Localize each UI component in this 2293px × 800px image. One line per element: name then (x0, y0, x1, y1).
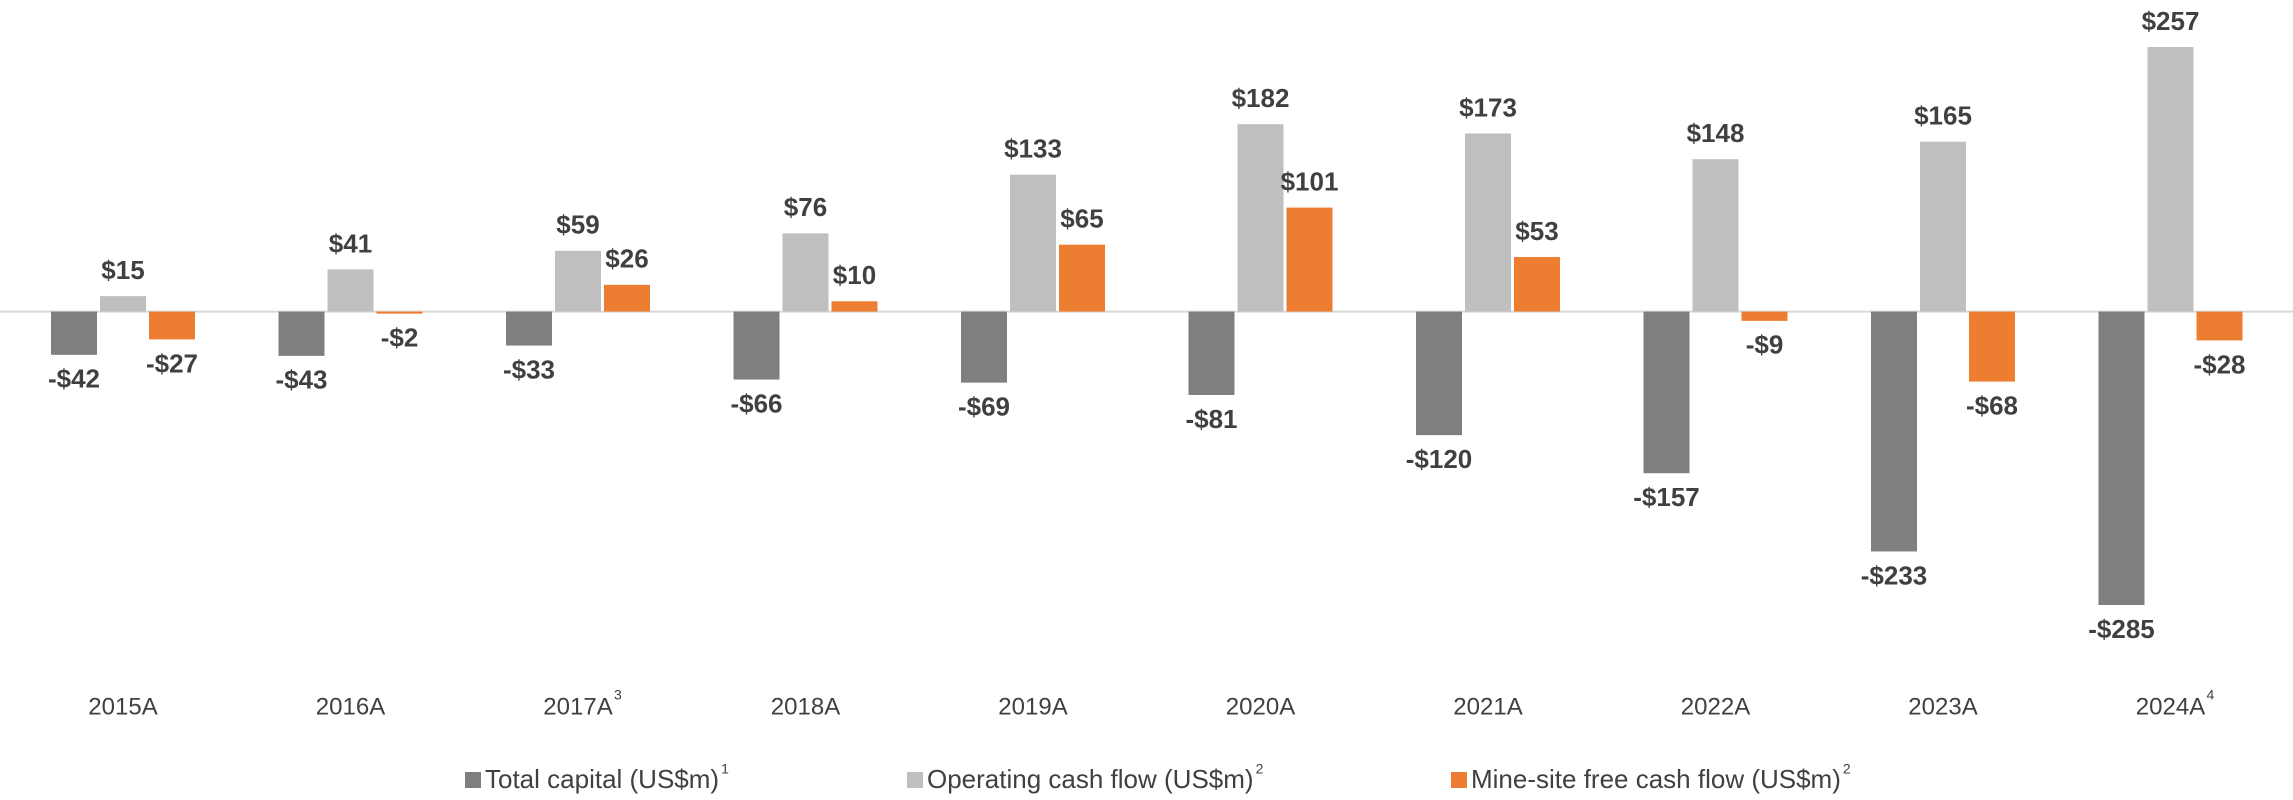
bar (2147, 47, 2194, 312)
bar (782, 233, 829, 312)
legend-swatch (1451, 772, 1467, 788)
legend-swatch (465, 772, 481, 788)
bar (733, 311, 780, 380)
x-tick-label: 2019A (998, 693, 1067, 720)
value-label: -$233 (1861, 560, 1928, 590)
footnote-mark: 3 (614, 687, 622, 703)
value-label: $65 (1060, 204, 1103, 234)
legend-label: Operating cash flow (US$m) (927, 764, 1254, 794)
bar (1237, 124, 1284, 312)
bar (51, 311, 97, 355)
value-label: -$2 (381, 323, 419, 353)
bar (1010, 174, 1056, 312)
bar (1643, 311, 1690, 474)
legend-swatch (907, 772, 923, 788)
x-tick-label: 2015A (88, 693, 157, 720)
bar (1465, 133, 1511, 312)
bar (1692, 159, 1739, 312)
value-label: -$28 (2193, 349, 2245, 379)
value-label: $26 (605, 244, 648, 274)
bar (149, 311, 195, 340)
legend-label: Mine-site free cash flow (US$m) (1471, 764, 1841, 794)
value-label: $41 (329, 228, 372, 258)
bar (1920, 141, 1966, 312)
bar (506, 311, 552, 346)
bar (1969, 311, 2015, 382)
value-label: -$33 (503, 354, 555, 384)
value-label: $53 (1515, 216, 1558, 246)
value-label: $182 (1232, 83, 1290, 113)
bar (1188, 311, 1235, 395)
legend-footnote: 1 (721, 761, 729, 777)
value-label: -$68 (1966, 390, 2018, 420)
x-tick-label: 2021A (1453, 693, 1522, 720)
x-tick-label: 2018A (771, 693, 840, 720)
bar (2196, 311, 2243, 341)
value-label: $15 (101, 255, 144, 285)
value-label: -$81 (1185, 404, 1237, 434)
value-label: -$66 (730, 388, 782, 418)
value-label: -$42 (48, 364, 100, 394)
value-label: -$157 (1633, 482, 1700, 512)
bar (1871, 311, 1917, 552)
bar (1741, 311, 1788, 321)
bar (2098, 311, 2145, 605)
value-label: -$27 (146, 348, 198, 378)
bar (961, 311, 1007, 383)
bar (604, 284, 650, 312)
x-tick-label: 2020A (1226, 693, 1295, 720)
value-label: $257 (2142, 6, 2200, 36)
value-label: -$285 (2088, 614, 2155, 644)
bar (555, 250, 601, 312)
x-tick-label: 2022A (1681, 693, 1750, 720)
x-tick-label: 2023A (1908, 693, 1977, 720)
value-label: -$120 (1406, 444, 1473, 474)
value-label: $148 (1687, 118, 1745, 148)
bar (1416, 311, 1462, 436)
value-label: $59 (556, 210, 599, 240)
legend-footnote: 2 (1256, 761, 1264, 777)
bar (831, 301, 878, 312)
legend-footnote: 2 (1843, 761, 1851, 777)
bar (376, 311, 423, 314)
value-label: $101 (1281, 166, 1339, 196)
footnote-mark: 4 (2207, 687, 2215, 703)
x-tick-label: 2017A (543, 693, 612, 720)
value-label: -$69 (958, 391, 1010, 421)
legend-label: Total capital (US$m) (485, 764, 719, 794)
value-label: -$43 (275, 365, 327, 395)
value-label: $165 (1914, 101, 1972, 131)
bar (278, 311, 325, 356)
value-label: $133 (1004, 134, 1062, 164)
bar (1514, 257, 1560, 312)
x-tick-label: 2016A (316, 693, 385, 720)
value-label: $173 (1459, 92, 1517, 122)
value-label: -$9 (1746, 330, 1784, 360)
value-label: $10 (833, 260, 876, 290)
value-label: $76 (784, 192, 827, 222)
x-tick-label: 2024A (2136, 693, 2205, 720)
bar (327, 269, 374, 312)
bar (1286, 207, 1333, 312)
bar (1059, 244, 1105, 312)
bar (100, 296, 146, 312)
